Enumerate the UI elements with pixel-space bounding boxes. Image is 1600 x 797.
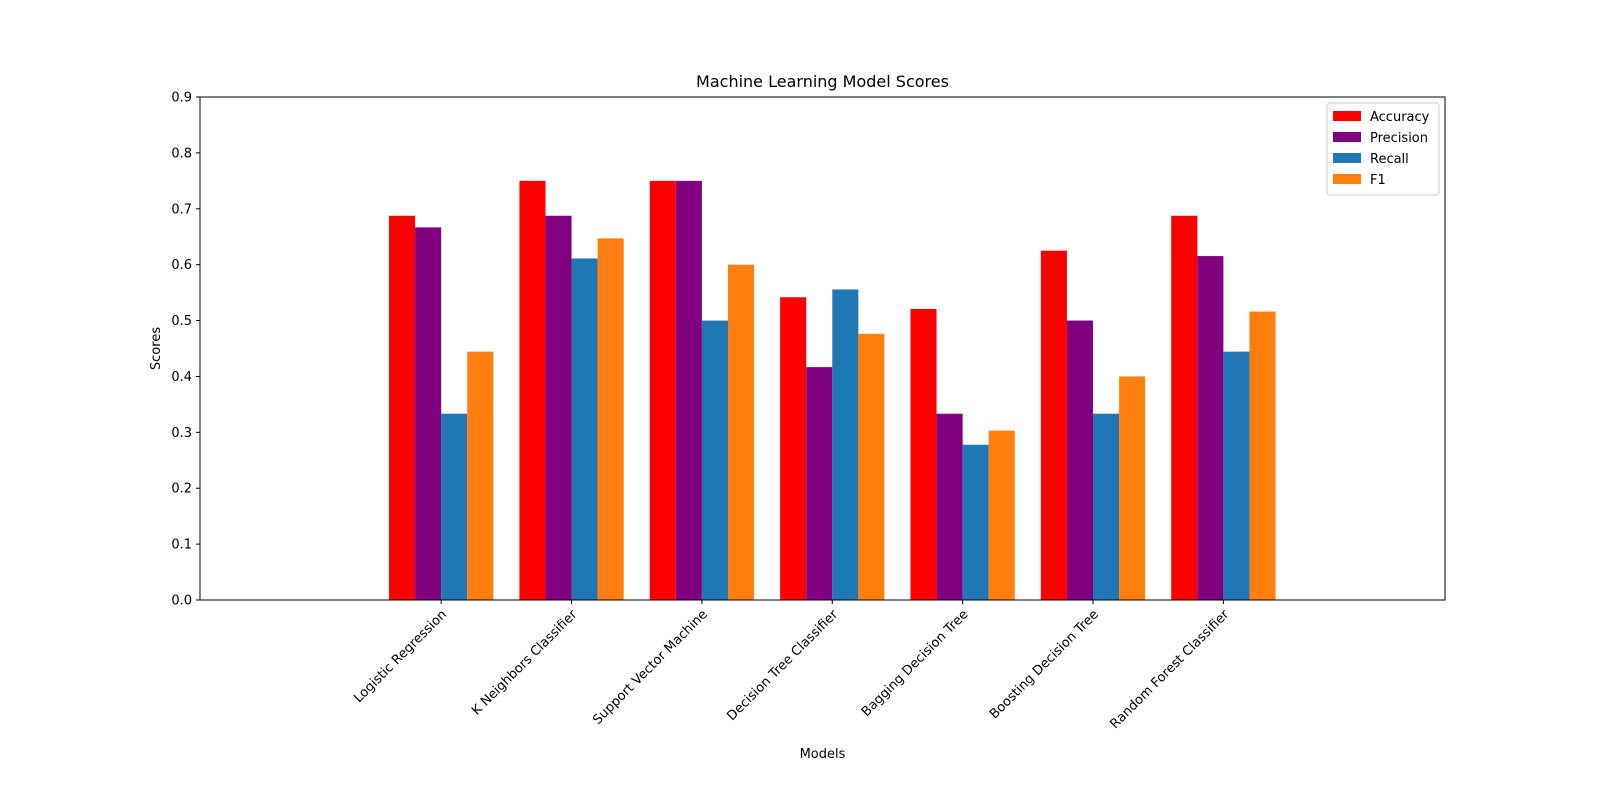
y-tick-label: 0.9: [171, 91, 192, 106]
bar-recall-6: [1223, 351, 1250, 600]
legend-swatch-recall: [1333, 153, 1361, 163]
y-tick-label: 0.2: [171, 482, 192, 497]
y-axis-title: Scores: [149, 327, 164, 370]
bar-recall-5: [1093, 413, 1120, 600]
y-tick-label: 0.1: [171, 538, 192, 553]
bar-precision-6: [1197, 256, 1224, 600]
bar-accuracy-3: [780, 297, 807, 600]
x-tick-label: Random Forest Classifier: [1108, 607, 1233, 732]
bar-f1-2: [727, 264, 755, 600]
legend-label-precision: Precision: [1370, 131, 1428, 146]
chart-title: Machine Learning Model Scores: [696, 72, 949, 91]
bar-recall-3: [832, 289, 859, 600]
bar-accuracy-6: [1171, 215, 1198, 600]
y-tick-label: 0.3: [171, 426, 192, 441]
x-tick-label: Logistic Regression: [351, 607, 450, 706]
legend-label-recall: Recall: [1370, 152, 1409, 167]
bar-recall-2: [701, 320, 728, 600]
y-tick-label: 0.6: [171, 258, 192, 273]
x-tick-label: K Neighbors Classifier: [469, 607, 581, 719]
bar-f1-0: [467, 351, 494, 600]
legend-label-f1: F1: [1370, 173, 1386, 188]
y-tick-label: 0.0: [171, 594, 192, 609]
x-tick-label: Boosting Decision Tree: [987, 607, 1102, 722]
bar-recall-0: [441, 413, 468, 600]
bar-precision-0: [415, 227, 442, 600]
bar-accuracy-4: [910, 308, 937, 600]
y-tick-label: 0.5: [171, 314, 192, 329]
bar-accuracy-5: [1040, 250, 1067, 600]
bar-recall-4: [962, 444, 989, 600]
bar-accuracy-1: [519, 180, 546, 601]
bar-precision-2: [675, 180, 702, 601]
x-tick-label: Decision Tree Classifier: [724, 607, 841, 724]
bar-accuracy-0: [389, 215, 416, 600]
legend-swatch-precision: [1333, 132, 1361, 142]
bar-f1-1: [597, 238, 624, 600]
x-axis-title: Models: [800, 747, 846, 762]
bar-precision-4: [936, 413, 963, 600]
plot-frame: [199, 96, 1446, 601]
bar-precision-1: [545, 215, 572, 600]
legend-label-accuracy: Accuracy: [1370, 110, 1430, 125]
x-axis-ticks: Logistic Regression K Neighbors Classifie…: [351, 600, 1233, 732]
legend-box: [1326, 102, 1440, 196]
bar-precision-5: [1066, 320, 1094, 600]
y-tick-label: 0.7: [171, 202, 192, 217]
bar-f1-6: [1249, 311, 1276, 600]
x-tick-label: Support Vector Machine: [590, 607, 711, 728]
bar-f1-5: [1119, 376, 1146, 600]
bar-f1-4: [988, 430, 1015, 600]
bar-recall-1: [571, 258, 598, 600]
legend-swatch-f1: [1333, 174, 1361, 184]
legend-swatch-accuracy: [1333, 111, 1361, 121]
legend: Accuracy Precision Recall F1: [1326, 102, 1440, 196]
bars-group: [389, 180, 1276, 601]
y-axis-ticks: 0.0 0.1 0.2 0.3 0.4 0.5 0.6 0.7 0.8 0.9: [171, 91, 200, 609]
bar-precision-3: [806, 367, 833, 600]
x-tick-label: Bagging Decision Tree: [859, 607, 972, 720]
y-tick-label: 0.8: [171, 146, 192, 161]
bar-accuracy-2: [649, 180, 676, 601]
bar-f1-3: [858, 333, 885, 600]
y-tick-label: 0.4: [171, 370, 192, 385]
